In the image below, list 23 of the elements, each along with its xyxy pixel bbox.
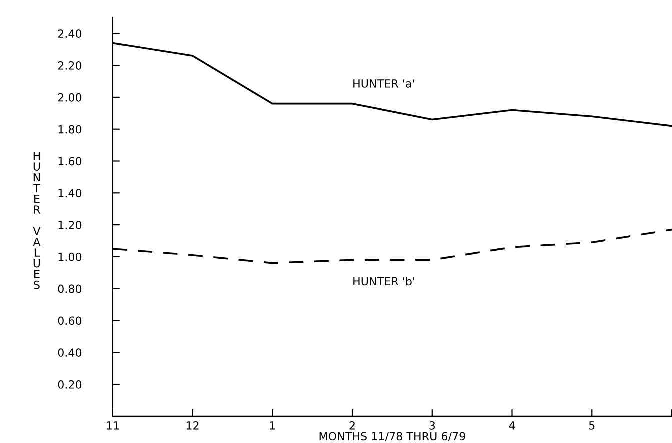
y-tick-label: 1.80 — [58, 125, 82, 134]
x-tick-label: 11 — [107, 422, 119, 430]
y-tick-label: 1.00 — [58, 252, 82, 262]
x-tick-label: 5 — [589, 422, 595, 430]
y-tick-label: 2.00 — [58, 93, 82, 102]
y-tick-label: 0.80 — [58, 284, 82, 294]
x-axis-title: MONTHS 11/78 THRU 6/79 — [320, 432, 466, 442]
x-tick-label: 4 — [509, 422, 516, 430]
y-tick-label: 2.40 — [58, 30, 82, 38]
x-tick-label: 2 — [350, 421, 355, 430]
y-tick-label: 1.40 — [58, 189, 82, 198]
x-tick-label: 3 — [430, 421, 436, 430]
text: HUNTER VALUES — [33, 152, 41, 290]
series-label: HUNTER 'b' — [354, 277, 414, 286]
y-tick-label: 1.20 — [58, 221, 82, 230]
x-tick-label: 1 — [270, 422, 276, 430]
y-tick-label: 1.60 — [58, 157, 82, 166]
series-label: HUNTER 'a' — [354, 80, 414, 88]
y-tick-label: 0.60 — [58, 316, 82, 326]
y-tick-label: 0.20 — [58, 380, 82, 389]
x-tick-label: 12 — [186, 421, 199, 430]
y-tick-label: 0.40 — [58, 348, 82, 358]
y-tick-label: 2.20 — [58, 62, 82, 70]
